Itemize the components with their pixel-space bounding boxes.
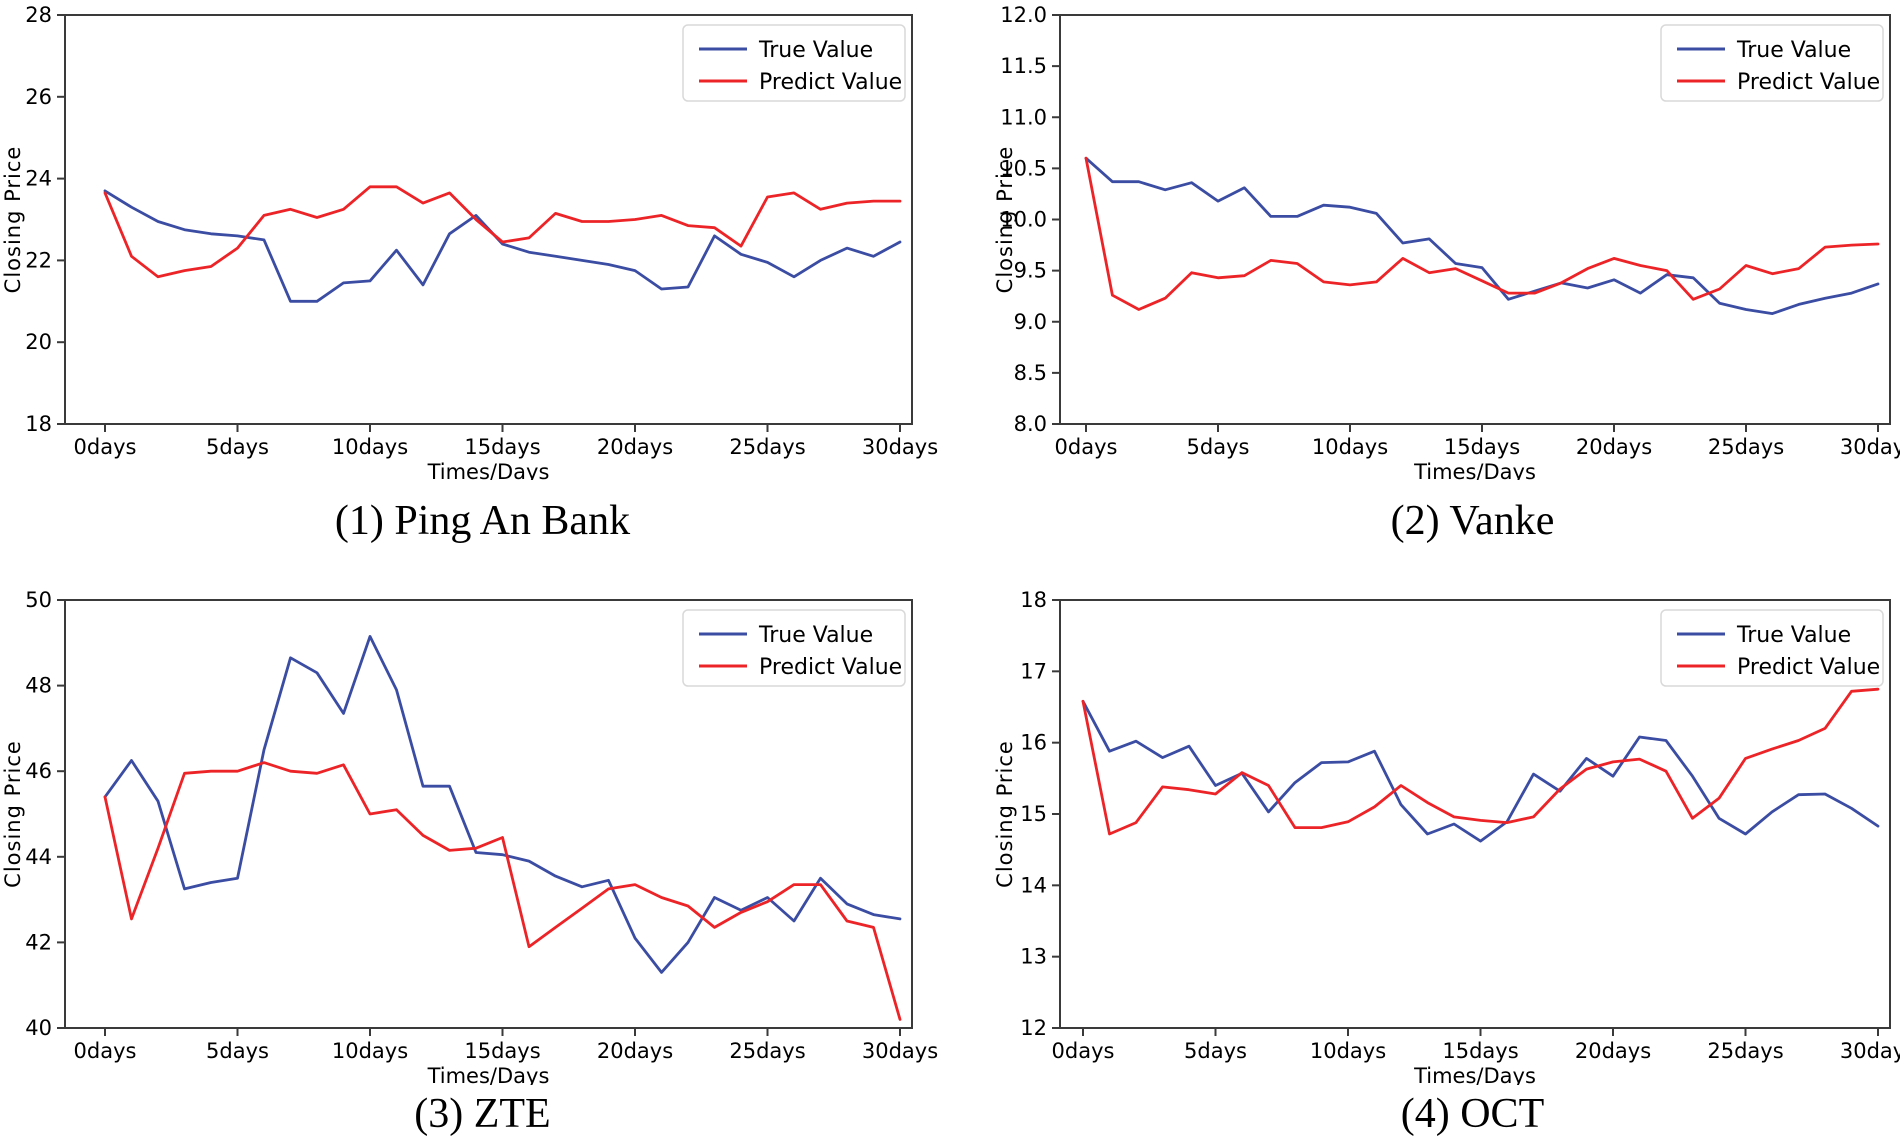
caption-zte: (3) ZTE xyxy=(414,1091,551,1137)
y-axis-tick-label: 48 xyxy=(25,674,52,698)
chart-oct: 12 13 14 15 16 17 18 0days 5days 10days 15days 20da… xyxy=(950,575,1900,1085)
x-axis-tick-label: 20days xyxy=(597,1039,673,1063)
x-axis-tick-label: 0days xyxy=(74,1039,137,1063)
chart-vanke-plot: 8.0 8.5 9.0 9.5 10.0 10.5 11.0 11.5 12.0 0days 5da… xyxy=(993,3,1900,480)
x-axis-tick-label: 0days xyxy=(1052,1039,1115,1063)
chart-zte-plot: 40 42 44 46 48 50 0days 5days 10days 15days 20days… xyxy=(1,588,938,1085)
x-axis-tick-label: 30days xyxy=(862,1039,938,1063)
y-axis-tick-label: 44 xyxy=(25,845,52,869)
true-value-line xyxy=(1081,699,1880,843)
x-axis-tick-label: 15days xyxy=(1442,1039,1518,1063)
legend-true-value-label: True Value xyxy=(1736,623,1851,648)
caption-ping-an-bank: (1) Ping An Bank xyxy=(334,498,631,544)
legend-predict-value-label: Predict Value xyxy=(759,655,902,680)
y-axis-tick-label: 18 xyxy=(25,412,52,436)
x-axis-tick-label: 20days xyxy=(597,435,673,459)
x-axis-tick-label: 15days xyxy=(464,435,540,459)
chart-oct-plot: 12 13 14 15 16 17 18 0days 5days 10days 15days 20da… xyxy=(993,588,1900,1085)
x-axis-tick-label: 10days xyxy=(332,435,408,459)
y-axis-tick-label: 15 xyxy=(1020,802,1047,826)
x-axis-tick-label: 10days xyxy=(1310,1039,1386,1063)
chart-zte: 40 42 44 46 48 50 0days 5days 10days 15days 20days… xyxy=(0,575,950,1085)
x-axis-tick-label: 0days xyxy=(74,435,137,459)
chart-ping-an-bank-plot: 18 20 22 24 26 28 0days 5days 10days 15days 20days… xyxy=(1,3,938,480)
y-axis-tick-label: 14 xyxy=(1020,873,1047,897)
y-axis-tick-label: 22 xyxy=(25,248,52,272)
y-axis-title: Closing Price xyxy=(1,146,25,294)
chart-ping-an-bank: 18 20 22 24 26 28 0days 5days 10days 15days 20days… xyxy=(0,0,950,480)
y-axis-tick-label: 12 xyxy=(1020,1016,1047,1040)
x-axis-title: Times/Days xyxy=(1413,460,1536,480)
x-axis-tick-label: 15days xyxy=(464,1039,540,1063)
legend-true-value-label: True Value xyxy=(758,623,873,648)
legend-predict-value-label: Predict Value xyxy=(1737,70,1880,95)
x-axis-tick-label: 25days xyxy=(1707,1039,1783,1063)
caption-vanke: (2) Vanke xyxy=(1390,498,1555,544)
y-axis-tick-label: 12.0 xyxy=(1000,3,1047,27)
predict-value-line xyxy=(1084,156,1880,311)
predict-value-line xyxy=(1081,687,1880,836)
true-value-line xyxy=(103,635,902,974)
predict-value-line xyxy=(103,185,902,279)
true-value-line xyxy=(1084,156,1880,316)
x-axis-tick-label: 5days xyxy=(1187,435,1250,459)
legend-predict-value-label: Predict Value xyxy=(759,70,902,95)
x-axis-tick-label: 30days xyxy=(862,435,938,459)
x-axis-tick-label: 25days xyxy=(729,1039,805,1063)
y-axis-tick-label: 50 xyxy=(25,588,52,612)
legend-true-value-label: True Value xyxy=(1736,38,1851,63)
y-axis-tick-label: 8.0 xyxy=(1014,412,1047,436)
y-axis-tick-label: 28 xyxy=(25,3,52,27)
plot-area xyxy=(64,599,913,1029)
x-axis-tick-label: 10days xyxy=(332,1039,408,1063)
y-axis-tick-label: 9.0 xyxy=(1014,310,1047,334)
y-axis-title: Closing Price xyxy=(993,740,1017,888)
y-axis-tick-label: 24 xyxy=(25,167,52,191)
y-axis-tick-label: 17 xyxy=(1020,659,1047,683)
true-value-line xyxy=(103,189,902,303)
y-axis-tick-label: 10.5 xyxy=(1000,156,1047,180)
x-axis-tick-label: 5days xyxy=(206,1039,269,1063)
x-axis-tick-label: 20days xyxy=(1575,1039,1651,1063)
y-axis-tick-label: 11.5 xyxy=(1000,54,1047,78)
x-axis-tick-label: 10days xyxy=(1312,435,1388,459)
y-axis-tick-label: 26 xyxy=(25,85,52,109)
plot-area xyxy=(64,14,913,425)
y-axis-tick-label: 40 xyxy=(25,1016,52,1040)
y-axis-tick-label: 8.5 xyxy=(1014,361,1047,385)
y-axis-tick-label: 10.0 xyxy=(1000,208,1047,232)
legend-true-value-label: True Value xyxy=(758,38,873,63)
y-axis-title: Closing Price xyxy=(993,146,1017,294)
chart-vanke: 8.0 8.5 9.0 9.5 10.0 10.5 11.0 11.5 12.0 0days 5da… xyxy=(950,0,1900,480)
x-axis-title: Times/Days xyxy=(1413,1064,1536,1085)
y-axis-tick-label: 16 xyxy=(1020,731,1047,755)
legend-predict-value-label: Predict Value xyxy=(1737,655,1880,680)
caption-oct: (4) OCT xyxy=(1400,1091,1545,1137)
x-axis-tick-label: 0days xyxy=(1055,435,1118,459)
x-axis-tick-label: 5days xyxy=(1184,1039,1247,1063)
x-axis-tick-label: 20days xyxy=(1576,435,1652,459)
x-axis-tick-label: 30days xyxy=(1840,435,1900,459)
x-axis-tick-label: 5days xyxy=(206,435,269,459)
x-axis-tick-label: 30days xyxy=(1840,1039,1900,1063)
y-axis-tick-label: 46 xyxy=(25,759,52,783)
y-axis-tick-label: 13 xyxy=(1020,945,1047,969)
x-axis-title: Times/Days xyxy=(427,1064,550,1085)
y-axis-tick-label: 11.0 xyxy=(1000,105,1047,129)
x-axis-tick-label: 25days xyxy=(729,435,805,459)
y-axis-tick-label: 18 xyxy=(1020,588,1047,612)
x-axis-title: Times/Days xyxy=(427,460,550,480)
x-axis-tick-label: 25days xyxy=(1708,435,1784,459)
predict-value-line xyxy=(103,761,902,1021)
y-axis-tick-label: 20 xyxy=(25,330,52,354)
y-axis-title: Closing Price xyxy=(1,740,25,888)
x-axis-tick-label: 15days xyxy=(1444,435,1520,459)
y-axis-tick-label: 42 xyxy=(25,930,52,954)
y-axis-tick-label: 9.5 xyxy=(1014,259,1047,283)
